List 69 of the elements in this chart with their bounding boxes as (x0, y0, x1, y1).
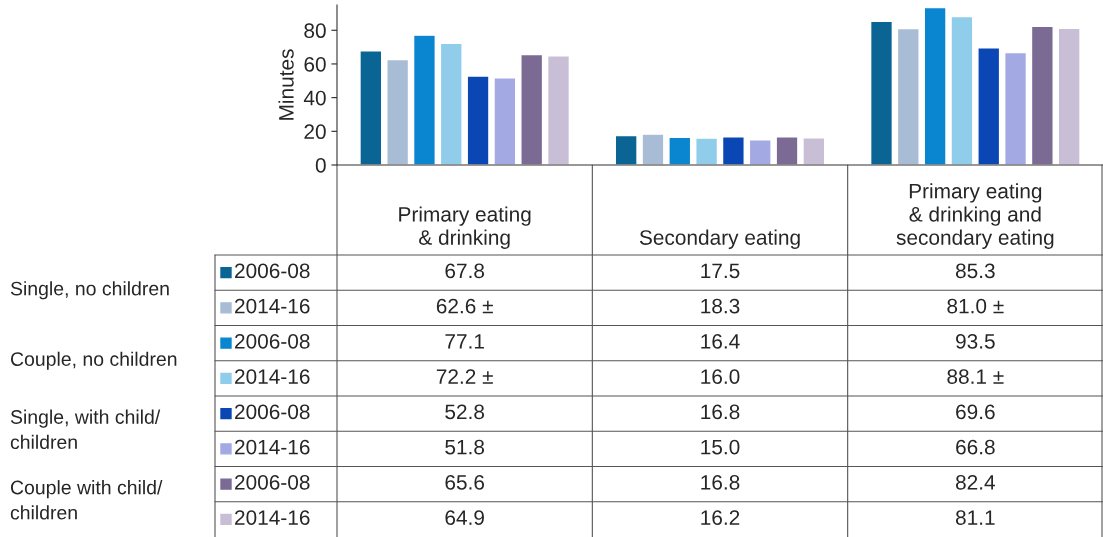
text: Single, no children (10, 281, 169, 300)
y-tick-label: 20 (304, 124, 326, 140)
data-label: 52.8 (445, 404, 485, 420)
data-label: 62.6 ± (436, 298, 493, 314)
data-label: 16.4 (701, 333, 740, 349)
data-label: 81.1 (955, 510, 995, 525)
data-label: 88.1 ± (947, 369, 1004, 384)
y-tick-label: 60 (304, 56, 326, 72)
data-label: 16.0 (701, 369, 740, 384)
bar (439, 42, 463, 165)
data-label: 16.2 (701, 510, 740, 525)
data-label: 51.8 (445, 439, 485, 455)
bar (695, 137, 719, 165)
data-label: 17.5 (701, 263, 740, 279)
legend-label: 2014-16 (235, 298, 310, 314)
bar (721, 136, 745, 165)
legend-label: 2014-16 (235, 369, 310, 384)
data-label: 93.5 (956, 333, 995, 349)
legend-label: 2006-08 (235, 474, 310, 490)
bar (923, 6, 947, 165)
data-label: 81.0 ± (947, 298, 1004, 314)
text: Single, with child/ children (10, 409, 161, 450)
legend-label: 2006-08 (235, 333, 310, 349)
bar (977, 47, 1001, 165)
bar (359, 50, 383, 165)
bar (1004, 51, 1028, 165)
bar (386, 58, 410, 165)
data-label: 82.4 (955, 474, 995, 490)
bar (493, 77, 517, 165)
data-label: 85.3 (955, 263, 995, 279)
data-label: 66.8 (956, 439, 995, 455)
text: Couple with child/ children (10, 480, 163, 520)
legend-label: 2014-16 (235, 439, 310, 455)
data-label: 64.9 (445, 510, 484, 525)
bar (775, 136, 799, 165)
legend-label: 2006-08 (235, 404, 310, 420)
y-tick-label: 0 (315, 158, 326, 173)
y-tick-label: 80 (304, 23, 326, 39)
data-label: 16.8 (701, 474, 740, 490)
bar (869, 20, 894, 165)
y-tick-label: 40 (303, 90, 326, 106)
y-axis-title: Minutes (278, 49, 294, 120)
data-label: 72.2 ± (436, 369, 493, 384)
bar (520, 53, 544, 165)
data-label: 65.6 (445, 474, 485, 490)
bar (641, 133, 665, 165)
data-label: 15.0 (701, 439, 740, 455)
bar (1057, 27, 1081, 165)
legend-label: 2006-08 (235, 263, 310, 279)
bar (546, 54, 571, 165)
text: Couple, no children (10, 351, 177, 370)
legend-label: 2014-16 (235, 510, 310, 525)
data-label: 77.1 (445, 334, 484, 349)
data-label: 67.8 (445, 263, 485, 279)
bar (412, 34, 436, 165)
bar (748, 139, 772, 165)
bar (896, 27, 920, 165)
bar (802, 137, 826, 165)
data-label: 16.8 (701, 404, 740, 420)
data-label: 18.3 (701, 298, 740, 314)
bar (466, 75, 490, 165)
x-tick-label: Primary eating & drinking and secondary eating (896, 183, 1054, 249)
bar (950, 15, 974, 165)
bar (614, 134, 638, 165)
data-label: 69.6 (956, 404, 995, 420)
bar (668, 136, 692, 165)
bar (1030, 25, 1054, 165)
x-tick-label: Primary eating & drinking (399, 206, 531, 249)
x-tick-label: Secondary eating (639, 229, 800, 249)
